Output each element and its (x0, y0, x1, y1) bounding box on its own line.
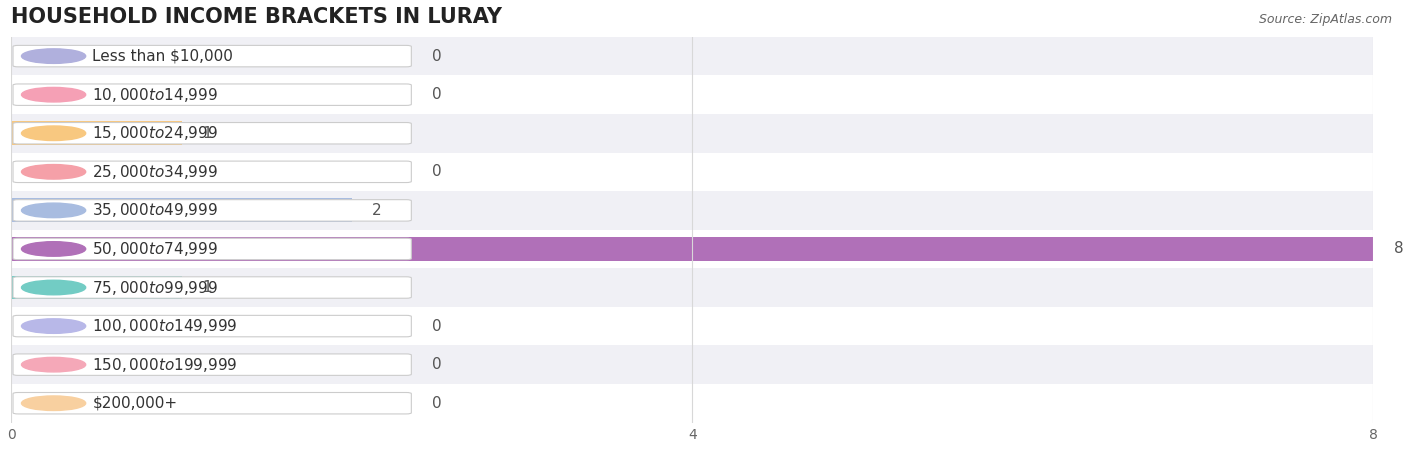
Bar (11, 198, 352, 222)
Text: 0: 0 (432, 319, 441, 334)
Circle shape (21, 126, 86, 141)
Text: $100,000 to $149,999: $100,000 to $149,999 (93, 317, 238, 335)
Bar (11, 230, 1374, 268)
Bar (11, 384, 1374, 423)
Bar (11, 37, 1374, 75)
Bar (11, 191, 1374, 230)
Text: 0: 0 (432, 164, 441, 179)
Text: Source: ZipAtlas.com: Source: ZipAtlas.com (1258, 13, 1392, 26)
Text: Less than $10,000: Less than $10,000 (93, 48, 233, 64)
Text: 8: 8 (1393, 242, 1403, 256)
FancyBboxPatch shape (13, 315, 412, 337)
Bar (11, 345, 1374, 384)
Text: 0: 0 (432, 87, 441, 102)
FancyBboxPatch shape (13, 238, 412, 260)
Bar (11, 75, 1374, 114)
Circle shape (21, 357, 86, 372)
Text: 1: 1 (202, 280, 211, 295)
Text: $10,000 to $14,999: $10,000 to $14,999 (93, 86, 218, 104)
FancyBboxPatch shape (13, 200, 412, 221)
Circle shape (21, 242, 86, 256)
Bar (11, 268, 1374, 307)
Text: $50,000 to $74,999: $50,000 to $74,999 (93, 240, 218, 258)
Bar (11, 121, 181, 145)
Circle shape (21, 164, 86, 179)
FancyBboxPatch shape (13, 84, 412, 106)
FancyBboxPatch shape (13, 354, 412, 375)
Bar (11, 276, 181, 299)
Circle shape (21, 280, 86, 295)
Text: $75,000 to $99,999: $75,000 to $99,999 (93, 278, 218, 296)
Text: 0: 0 (432, 357, 441, 372)
Circle shape (21, 396, 86, 410)
Text: $15,000 to $24,999: $15,000 to $24,999 (93, 124, 218, 142)
Bar (11, 114, 1374, 153)
FancyBboxPatch shape (13, 45, 412, 67)
Circle shape (21, 319, 86, 333)
Circle shape (21, 203, 86, 218)
Bar (11, 153, 1374, 191)
Text: $25,000 to $34,999: $25,000 to $34,999 (93, 163, 218, 181)
FancyBboxPatch shape (13, 392, 412, 414)
Text: 2: 2 (373, 203, 382, 218)
Circle shape (21, 88, 86, 102)
Text: $35,000 to $49,999: $35,000 to $49,999 (93, 202, 218, 220)
Bar (11, 237, 1374, 261)
Bar (11, 307, 1374, 345)
Text: HOUSEHOLD INCOME BRACKETS IN LURAY: HOUSEHOLD INCOME BRACKETS IN LURAY (11, 7, 502, 27)
Text: 0: 0 (432, 396, 441, 411)
FancyBboxPatch shape (13, 277, 412, 298)
Circle shape (21, 49, 86, 63)
FancyBboxPatch shape (13, 123, 412, 144)
Text: 0: 0 (432, 48, 441, 64)
Text: $150,000 to $199,999: $150,000 to $199,999 (93, 356, 238, 374)
Text: $200,000+: $200,000+ (93, 396, 177, 411)
Text: 1: 1 (202, 126, 211, 141)
FancyBboxPatch shape (13, 161, 412, 183)
